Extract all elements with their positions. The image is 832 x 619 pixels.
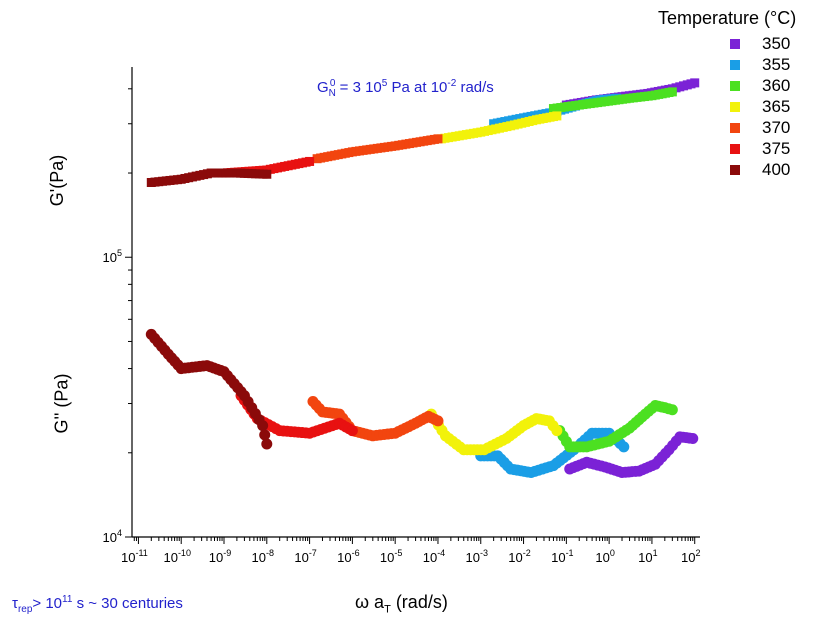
storage-modulus-point [262, 169, 272, 179]
loss-modulus-point [666, 404, 678, 416]
legend-label: 400 [762, 160, 791, 179]
x-tick-label: 101 [638, 548, 657, 565]
x-tick-label: 10-11 [121, 548, 148, 565]
series-400 [145, 168, 273, 450]
plateau-modulus-annotation: GN0 = 3 105 Pa at 10-2 rad/s [317, 78, 494, 99]
legend-label: 365 [762, 97, 791, 116]
loss-modulus-point [261, 438, 273, 450]
loss-modulus-point [257, 420, 269, 432]
x-tick-label: 10-4 [423, 548, 445, 565]
storage-modulus-point [667, 87, 677, 97]
storage-modulus-point [690, 78, 700, 88]
legend-title: Temperature (°C) [658, 8, 797, 28]
x-tick-label: 10-6 [337, 548, 359, 565]
legend-swatch [730, 81, 740, 91]
legend-swatch [730, 144, 740, 154]
x-tick-label: 100 [595, 548, 614, 565]
series-360 [548, 87, 678, 453]
y-tick-label: 105 [103, 248, 122, 265]
legend-label: 375 [762, 139, 791, 158]
legend: 350 355 360 365 370 375 400 [700, 34, 820, 181]
x-axis-label: ω aT (rad/s) [355, 592, 448, 616]
legend-swatch [730, 123, 740, 133]
legend-item: 355 [700, 55, 820, 76]
legend-item: 360 [700, 76, 820, 97]
legend-label: 360 [762, 76, 791, 95]
x-tick-label: 10-8 [252, 548, 274, 565]
legend-swatch [730, 60, 740, 70]
ticks-layer [125, 88, 696, 544]
x-tick-label: 10-5 [380, 548, 402, 565]
tick-labels-layer: 10-11 10-10 10-9 10-8 10-7 10-6 10-5 10-4 10-3 10… [103, 248, 701, 565]
loss-modulus-point [346, 425, 358, 437]
storage-modulus-point [552, 111, 562, 121]
legend-swatch [730, 39, 740, 49]
data-points-layer [145, 78, 700, 479]
reptation-time-annotation: τrep> 1011 s ~ 30 centuries [12, 594, 183, 615]
loss-modulus-point [551, 425, 563, 437]
legend-label: 355 [762, 55, 791, 74]
storage-modulus-point [433, 134, 443, 144]
x-tick-label: 10-3 [466, 548, 488, 565]
legend-item: 375 [700, 139, 820, 160]
legend-item: 365 [700, 97, 820, 118]
legend-item: 370 [700, 118, 820, 139]
x-tick-label: 10-10 [163, 548, 190, 565]
x-tick-label: 10-1 [551, 548, 573, 565]
loss-modulus-point [259, 429, 271, 441]
y-axis-label-lower: G'' (Pa) [51, 373, 72, 434]
legend-swatch [730, 102, 740, 112]
legend-label: 350 [762, 34, 791, 53]
legend-item: 350 [700, 34, 820, 55]
x-tick-label: 10-7 [294, 548, 316, 565]
x-tick-label: 10-2 [508, 548, 530, 565]
storage-modulus-point [305, 156, 315, 166]
y-tick-label: 104 [103, 528, 122, 545]
loss-modulus-point [432, 415, 444, 427]
legend-swatch [730, 165, 740, 175]
x-tick-label: 10-9 [209, 548, 231, 565]
y-axis-label-upper: G'(Pa) [47, 154, 68, 207]
series-365 [425, 111, 563, 456]
loss-modulus-point [618, 441, 630, 453]
x-tick-label: 102 [681, 548, 700, 565]
series-350 [561, 78, 700, 479]
legend-label: 370 [762, 118, 791, 137]
series-370 [307, 134, 444, 442]
loss-modulus-point [687, 432, 699, 444]
legend-item: 400 [700, 160, 820, 181]
